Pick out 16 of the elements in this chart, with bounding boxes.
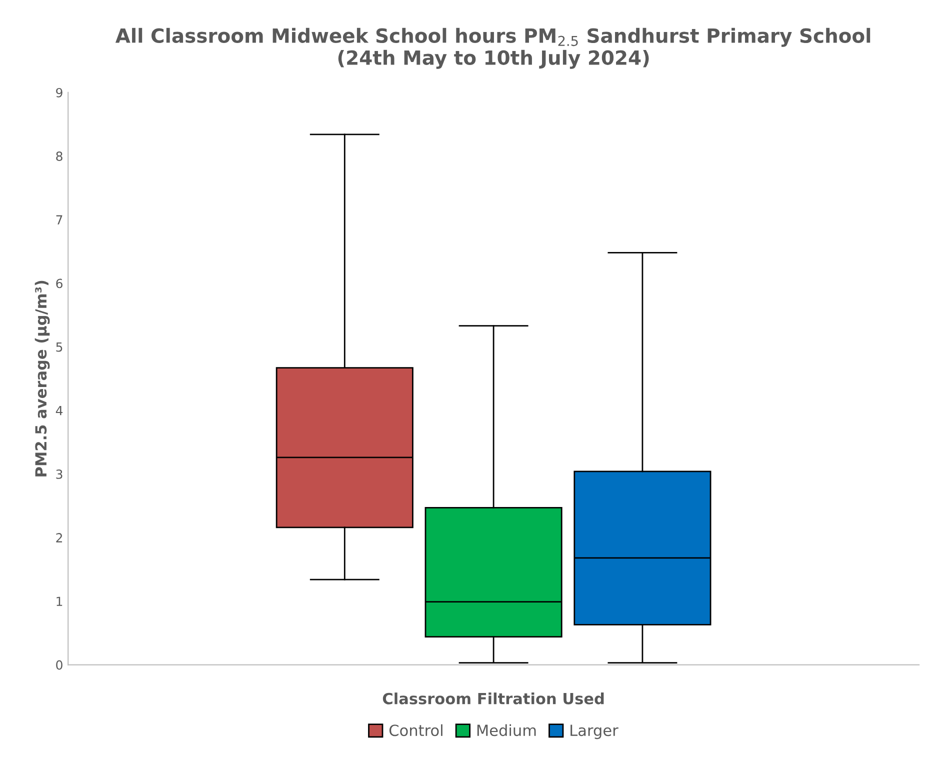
- x-axis-title: Classroom Filtration Used: [382, 692, 604, 704]
- legend-label: Medium: [477, 724, 536, 736]
- legend-label: Larger: [570, 724, 618, 740]
- y-tick-label: 3: [56, 469, 62, 479]
- y-tick-label: 2: [56, 533, 62, 542]
- y-tick-label: 6: [56, 278, 62, 288]
- y-tick-label: 5: [56, 342, 62, 352]
- chart-title: All Classroom Midweek School hours PM$_{2.5}$ Sandhurst Primary School (24th May to 10th July 2024): [115, 28, 870, 69]
- y-tick-label: 0: [56, 660, 62, 670]
- y-axis-title: PM2.5 average (µg/m³): [34, 280, 50, 476]
- y-tick-label: 9: [56, 88, 62, 98]
- y-tick-label: 8: [56, 152, 62, 161]
- legend-label: Control: [389, 724, 442, 736]
- y-tick-label: 1: [56, 596, 62, 606]
- y-tick-label: 4: [56, 406, 63, 416]
- y-tick-label: 7: [56, 215, 62, 224]
